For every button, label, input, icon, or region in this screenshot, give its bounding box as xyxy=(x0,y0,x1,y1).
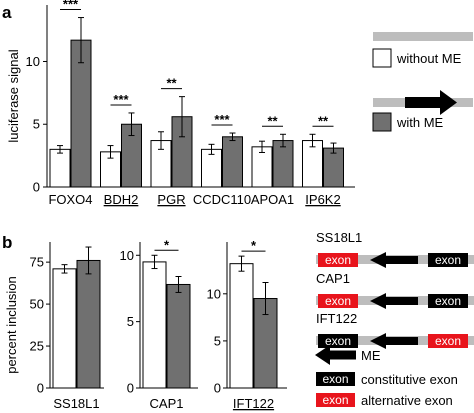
schematic-exon-text: exon xyxy=(325,334,351,348)
panel-b-category-label: CAP1 xyxy=(150,396,184,411)
schematic-exon-text: exon xyxy=(435,253,461,267)
panel-a-category-label: PGR xyxy=(157,192,185,207)
panel-b-category-label: SS18L1 xyxy=(53,396,99,411)
legend-me-arrow-icon xyxy=(405,90,457,115)
panel-a-bar-without-me xyxy=(49,148,71,188)
schematic-exon-text: exon xyxy=(325,253,351,267)
schematic-exon-text: exon xyxy=(435,294,461,308)
panel-b-y-tick-label: 25 xyxy=(30,339,44,354)
schematic-me-arrow-icon xyxy=(370,252,418,268)
panel-a-category-label: BDH2 xyxy=(104,192,139,207)
legend-without-swatch xyxy=(372,48,392,68)
panel-a-significance-label: ** xyxy=(318,113,329,128)
legend-with-label: with ME xyxy=(396,115,444,130)
panel-b-bar-with-me xyxy=(76,259,101,389)
panel-a-y-tick-label: 0 xyxy=(33,180,40,195)
panel-b-y-tick-label: 75 xyxy=(30,255,44,270)
panel-a-significance-label: ** xyxy=(166,76,177,91)
schematic-gene-label: SS18L1 xyxy=(316,230,362,245)
panel-b-significance-label: * xyxy=(251,238,257,253)
panel-a-bar-with-me xyxy=(323,147,344,188)
panel-a-label: a xyxy=(2,3,12,22)
schematic-exon-text: exon xyxy=(325,294,351,308)
panel-b-significance-label: * xyxy=(164,237,170,252)
panel-a-significance-label: ** xyxy=(267,113,278,128)
schematic-exon-text: exon xyxy=(435,334,461,348)
panel-b-category-label: IFT122 xyxy=(233,396,274,411)
panel-a-bar-with-me xyxy=(222,136,243,188)
schematic-me-arrow-icon xyxy=(370,333,418,349)
panel-b-bar-without-me xyxy=(142,261,167,389)
key-constitutive-exon-text: exon xyxy=(322,372,348,386)
schematic-gene-label: IFT122 xyxy=(316,311,357,326)
schematic-constitutive-exon xyxy=(318,334,358,348)
panel-b-bar-with-me xyxy=(166,283,191,389)
panel-b-ylabel: percent inclusion xyxy=(4,276,19,374)
exon-key: ME exon constitutive exon exon alternati… xyxy=(315,345,458,408)
key-constitutive-exon-box xyxy=(316,372,355,386)
key-alternative-exon-text: exon xyxy=(322,393,348,407)
panel-b-y-tick-label: 50 xyxy=(30,297,44,312)
panel-b-y-tick-label: 0 xyxy=(127,381,134,396)
panel-b-y-tick-label: 10 xyxy=(207,286,221,301)
exon-schematics: SS18L1 exon exon CAP1 exon exon IFT122 exon exon xyxy=(316,230,474,349)
panel-b-bar-without-me xyxy=(229,263,254,389)
panel-a-significance-label: *** xyxy=(113,92,129,107)
panel-b-y-tick-label: 5 xyxy=(127,314,134,329)
key-me-label: ME xyxy=(361,348,381,363)
schematic-gene-label: CAP1 xyxy=(316,271,350,286)
panel-a-bar-with-me xyxy=(272,140,294,188)
key-alternative-label: alternative exon xyxy=(361,393,453,408)
legend-with-swatch xyxy=(372,112,392,132)
panel-a-significance-label: *** xyxy=(214,112,230,127)
panel-b-charts: 0 25 50 75 SS18L1 0 5 10 * CAP1 0 5 10 * IFT122 xyxy=(30,237,287,411)
schematic-constitutive-exon xyxy=(428,253,468,267)
key-alternative-exon-box xyxy=(316,393,355,407)
panel-a-category-label: CCDC110 xyxy=(193,192,251,207)
panel-b-y-tick-label: 0 xyxy=(214,381,221,396)
panel-a-ylabel: luciferase signal xyxy=(6,49,21,142)
legend-without-backbone xyxy=(373,32,473,41)
panel-a-legend: without ME with ME xyxy=(372,32,473,132)
key-constitutive-label: constitutive exon xyxy=(361,372,458,387)
panel-a-category-label: APOA1 xyxy=(251,192,294,207)
panel-a-chart: 0 5 10 *** FOXO4 *** BDH2 ** PGR *** CCDC110 ** APOA… xyxy=(26,0,355,207)
schematic-alternative-exon xyxy=(318,294,358,308)
legend-without-label: without ME xyxy=(396,51,462,66)
panel-a-y-tick-label: 10 xyxy=(26,54,40,69)
panel-a-bar-without-me xyxy=(302,140,323,188)
panel-a-category-label: IP6K2 xyxy=(305,192,340,207)
panel-a-bar-without-me xyxy=(201,148,222,188)
schematic-alternative-exon xyxy=(428,334,468,348)
schematic-alternative-exon xyxy=(318,253,358,267)
panel-b-bar-without-me xyxy=(52,268,77,389)
key-me-arrow-icon xyxy=(315,345,356,365)
panel-b-y-tick-label: 5 xyxy=(214,333,221,348)
panel-b-y-tick-label: 0 xyxy=(37,381,44,396)
panel-a-y-tick-label: 5 xyxy=(33,117,40,132)
panel-a-category-label: FOXO4 xyxy=(48,192,92,207)
panel-b-y-tick-label: 10 xyxy=(120,248,134,263)
schematic-me-arrow-icon xyxy=(370,293,418,309)
panel-a-significance-label: *** xyxy=(63,0,79,12)
schematic-constitutive-exon xyxy=(428,294,468,308)
panel-b-label: b xyxy=(2,233,12,252)
